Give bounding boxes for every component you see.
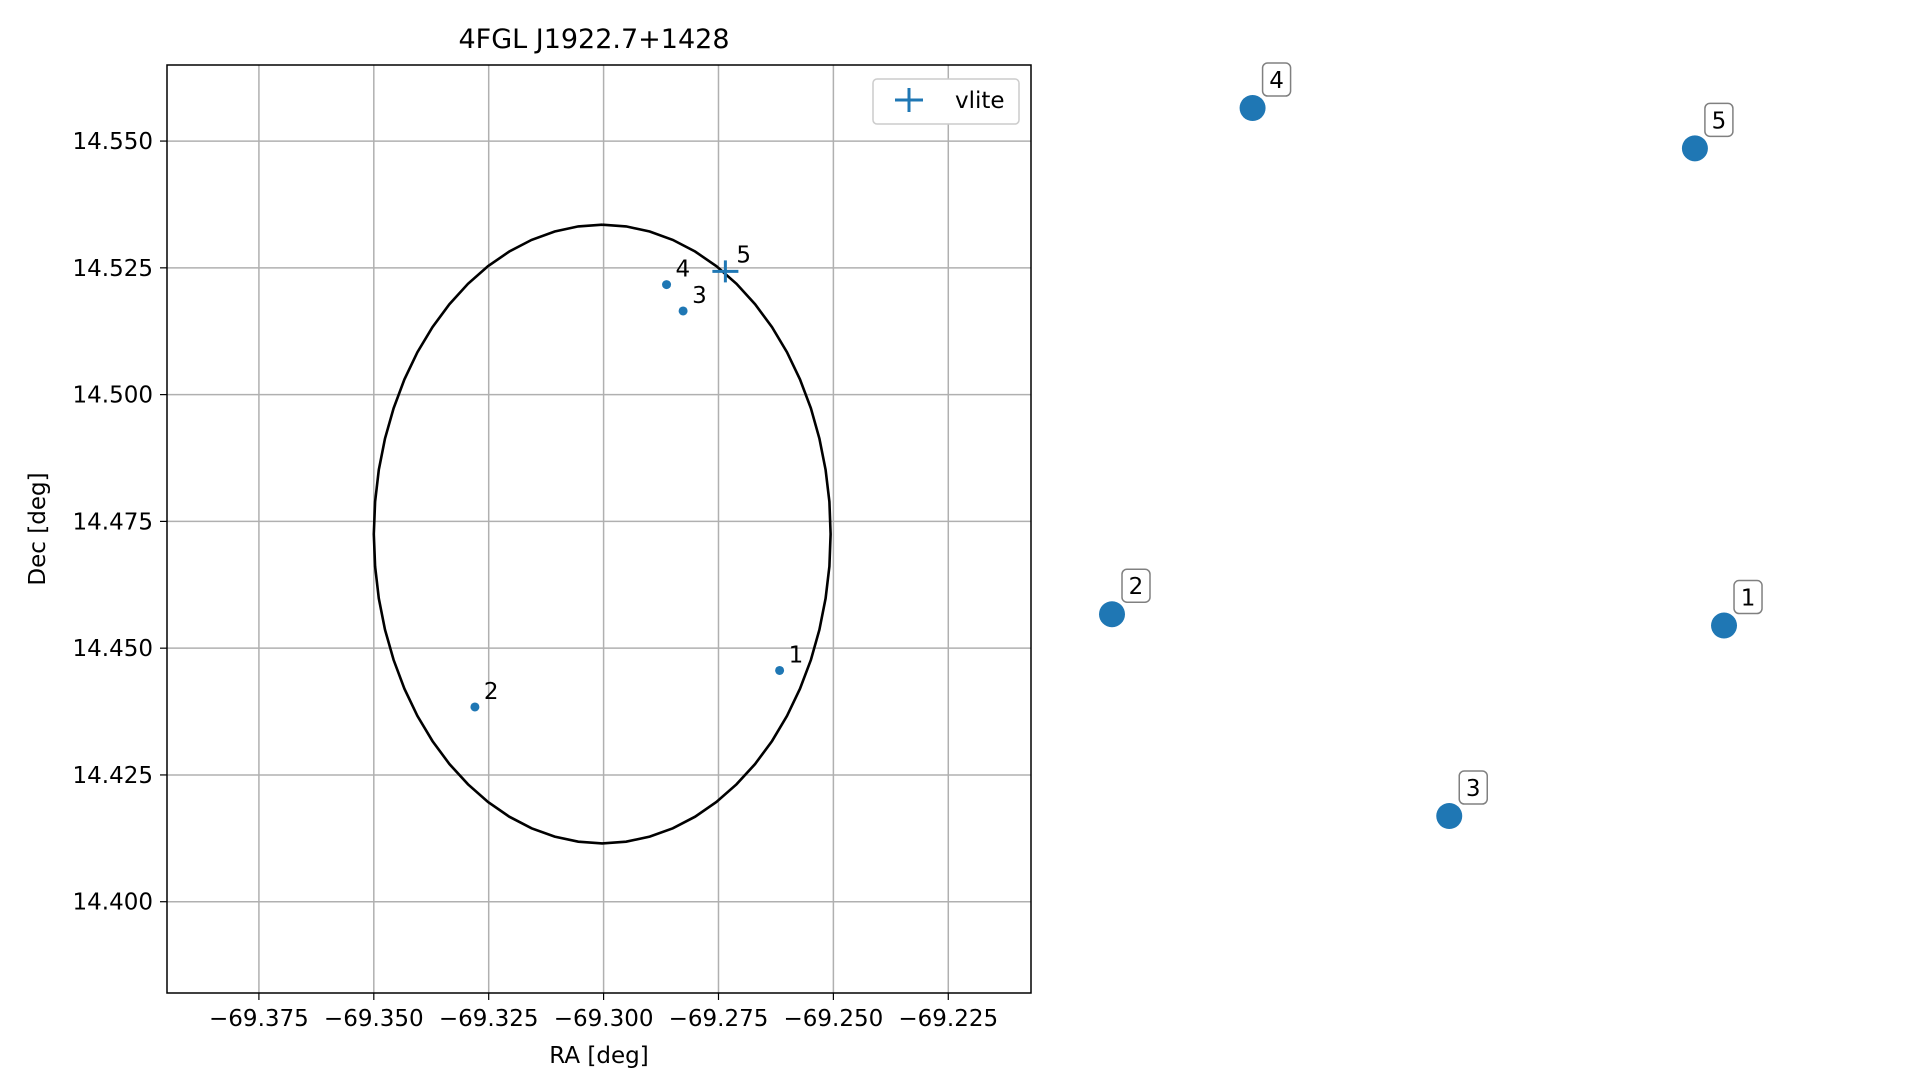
point-label-4: 4 bbox=[676, 257, 691, 283]
ellipse-layer bbox=[372, 223, 832, 845]
x-tick-label: −69.375 bbox=[209, 1006, 309, 1032]
vlite-marker bbox=[712, 260, 739, 283]
dot-label-2: 2 bbox=[1129, 574, 1144, 600]
y-tick-label: 14.425 bbox=[73, 763, 153, 789]
scatter-point-3 bbox=[678, 306, 688, 316]
tick-layer: −69.375 −69.350 −69.325 −69.300 −69.275 −69.2… bbox=[73, 129, 999, 1032]
y-tick-label: 14.400 bbox=[73, 890, 153, 916]
scatter-point-1 bbox=[775, 665, 785, 675]
dot-1 bbox=[1711, 612, 1738, 639]
y-axis-label: Dec [deg] bbox=[25, 472, 51, 585]
dot-label-box-3 bbox=[1458, 770, 1488, 805]
legend-marker-vlite bbox=[895, 88, 923, 112]
scatter-point-2 bbox=[470, 702, 480, 712]
dot-5 bbox=[1681, 135, 1708, 162]
dot-label-5: 5 bbox=[1712, 108, 1727, 134]
x-tick-label: −69.300 bbox=[554, 1006, 654, 1032]
plot-frame bbox=[166, 64, 1032, 994]
y-tick-label: 14.525 bbox=[73, 256, 153, 282]
dot-label-4: 4 bbox=[1269, 68, 1284, 94]
x-tick-label: −69.275 bbox=[669, 1006, 769, 1032]
point-label-1: 1 bbox=[789, 642, 804, 668]
legend: vlite bbox=[872, 78, 1020, 125]
dot-3 bbox=[1436, 803, 1463, 829]
label-plot: 1 2 3 4 5 bbox=[1099, 62, 1763, 829]
x-axis-label: RA [deg] bbox=[549, 1043, 648, 1069]
x-tick-label: −69.325 bbox=[439, 1006, 539, 1032]
y-tick-label: 14.500 bbox=[73, 383, 153, 409]
point-label-2: 2 bbox=[484, 679, 499, 705]
dot-2 bbox=[1099, 601, 1125, 628]
grid-lines bbox=[167, 65, 1031, 993]
dot-label-box-2 bbox=[1121, 568, 1151, 603]
y-tick-label: 14.550 bbox=[73, 129, 153, 155]
dot-label-box-5 bbox=[1704, 102, 1734, 138]
point-layer: 1 2 34 5 bbox=[470, 242, 804, 712]
point-label-5: 5 bbox=[736, 242, 751, 268]
dot-label-box-4 bbox=[1261, 62, 1292, 97]
x-tick-label: −69.350 bbox=[324, 1006, 424, 1032]
dot-4 bbox=[1239, 95, 1266, 121]
dot-label-1: 1 bbox=[1741, 586, 1756, 612]
dot-label-3: 3 bbox=[1466, 776, 1481, 802]
y-tick-label: 14.450 bbox=[73, 636, 153, 662]
dot-label-box-1 bbox=[1733, 579, 1763, 615]
legend-entry-vlite: vlite bbox=[955, 88, 1005, 114]
x-tick-label: −69.250 bbox=[784, 1006, 884, 1032]
chart-title: 4FGL J1922.7+1428 bbox=[458, 24, 729, 55]
point-label-3: 3 bbox=[692, 283, 707, 309]
y-tick-label: 14.475 bbox=[73, 509, 153, 535]
x-tick-label: −69.225 bbox=[898, 1006, 998, 1032]
scatter-point-4 bbox=[662, 280, 672, 290]
error-ellipse bbox=[372, 223, 832, 845]
